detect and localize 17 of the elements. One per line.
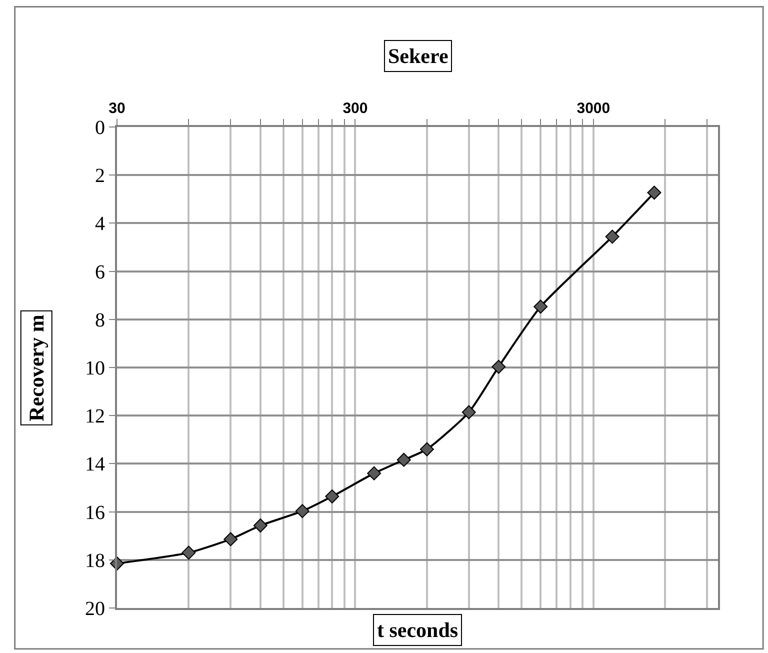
x-tick-label: 300 [342,100,368,117]
y-tick-label: 18 [85,550,105,572]
x-axis-title: t seconds [377,618,458,642]
y-tick-label: 8 [95,309,105,332]
y-tick-label: 0 [95,117,105,139]
x-tick-label: 3000 [576,100,610,117]
y-tick-label: 4 [95,213,105,236]
y-tick-label: 12 [85,406,105,428]
y-tick-label: 2 [95,165,105,188]
y-tick-label: 10 [85,358,105,380]
y-axis-title: Recovery m [24,314,48,422]
y-tick-label: 14 [85,454,105,476]
y-tick-label: 6 [95,261,105,284]
y-tick-label: 20 [85,598,105,620]
chart-title: Sekere [388,44,448,68]
x-tick-label: 30 [108,100,126,117]
y-tick-label: 16 [85,502,105,524]
